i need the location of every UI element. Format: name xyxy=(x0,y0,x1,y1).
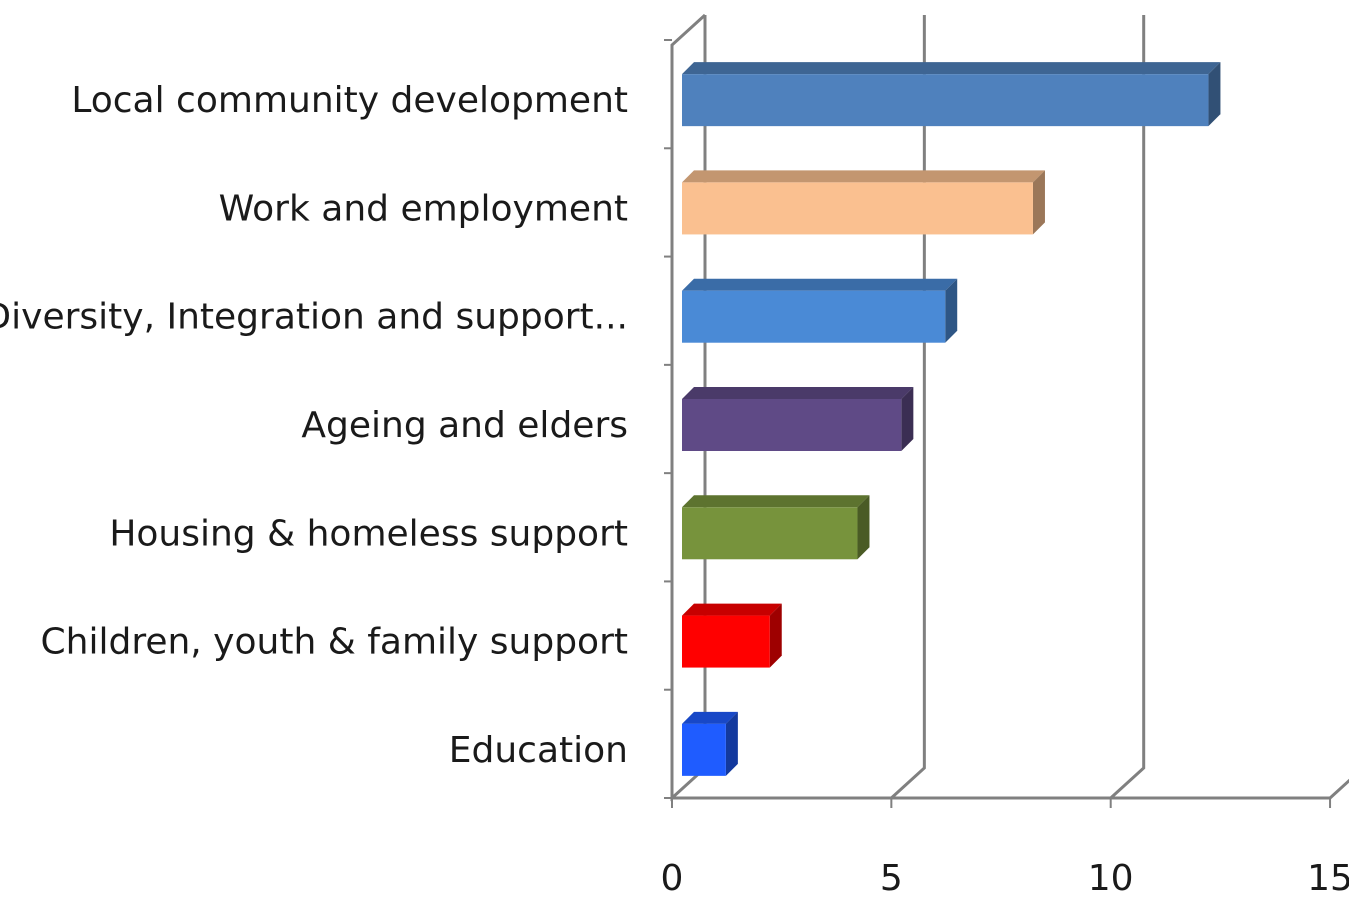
category-label: Children, youth & family support xyxy=(41,622,628,663)
x-tick-label: 15 xyxy=(1307,858,1349,899)
bar xyxy=(682,711,738,776)
left-wall xyxy=(670,13,707,802)
bar xyxy=(682,170,1045,235)
bar xyxy=(682,603,782,668)
gridline xyxy=(1329,778,1349,800)
category-label: Housing & homeless support xyxy=(109,513,628,554)
gridline xyxy=(890,15,926,800)
bars xyxy=(682,62,1221,776)
category-label: Local community development xyxy=(71,80,628,121)
x-tick-label: 0 xyxy=(661,858,684,899)
category-label: Education xyxy=(449,730,628,771)
bar xyxy=(682,278,958,343)
x-tick-label: 10 xyxy=(1088,858,1134,899)
category-label: Work and employment xyxy=(219,188,628,229)
category-label: Ageing and elders xyxy=(301,405,628,446)
bar xyxy=(682,495,870,560)
bar xyxy=(682,62,1221,127)
bar xyxy=(682,387,914,451)
category-labels: Local community development Work and empl… xyxy=(0,80,628,771)
tick-labels: 0 5 10 15 xyxy=(661,858,1349,899)
gridlines xyxy=(671,15,1349,808)
category-label: Diversity, Integration and support... xyxy=(0,297,628,338)
gridline xyxy=(1109,15,1146,800)
x-tick-label: 5 xyxy=(880,858,903,899)
